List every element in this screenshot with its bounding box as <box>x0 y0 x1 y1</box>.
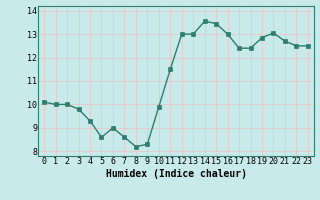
X-axis label: Humidex (Indice chaleur): Humidex (Indice chaleur) <box>106 169 246 179</box>
